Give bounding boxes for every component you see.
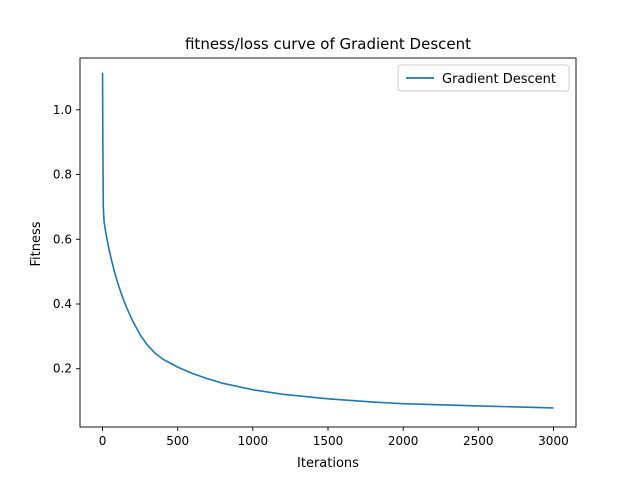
y-tick-label-1: 0.4	[53, 297, 72, 311]
x-tick-label-1: 500	[166, 434, 189, 448]
chart-title: fitness/loss curve of Gradient Descent	[185, 35, 471, 53]
y-tick-label-0: 0.2	[53, 362, 72, 376]
x-tick-label-5: 2500	[463, 434, 494, 448]
plot-area: 0 500 1000 1500 2000 2500 3000 0.2 0.4 0.6 0.8 1.0	[53, 57, 577, 448]
y-tick-label-2: 0.6	[53, 232, 72, 246]
x-tick-label-0: 0	[99, 434, 107, 448]
x-tick-label-3: 1500	[313, 434, 344, 448]
legend-label-0: Gradient Descent	[442, 72, 556, 87]
series-line-0	[101, 72, 554, 409]
legend-box	[397, 64, 570, 92]
y-tick-label-4: 1.0	[53, 103, 72, 117]
axes-frame	[79, 57, 577, 428]
y-axis-label: Fitness	[29, 221, 44, 266]
x-tick-label-6: 3000	[538, 434, 569, 448]
x-tick-label-4: 2000	[388, 434, 419, 448]
legend: Gradient Descent	[397, 64, 570, 92]
x-tick-label-2: 1000	[238, 434, 269, 448]
y-tick-label-3: 0.8	[53, 168, 72, 182]
x-axis-label: Iterations	[297, 456, 359, 471]
